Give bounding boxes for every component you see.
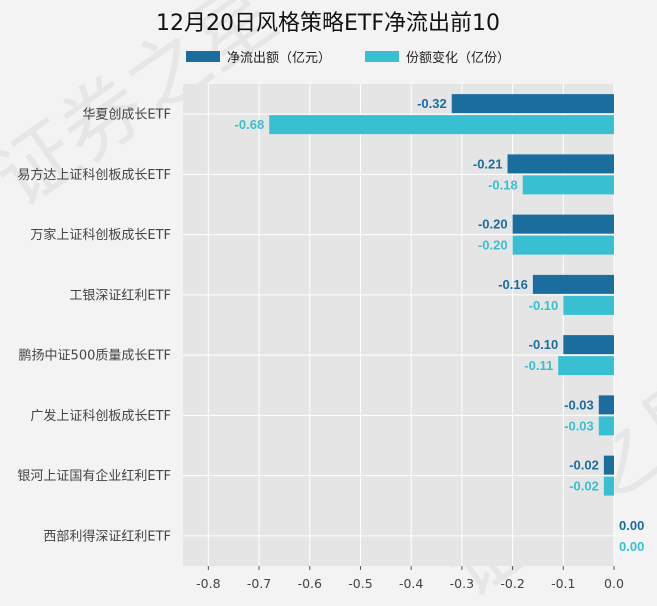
data-label-share-change: -0.20 xyxy=(478,238,508,253)
category-label: 华夏创成长ETF xyxy=(82,108,171,123)
data-label-share-change: -0.02 xyxy=(569,479,599,494)
data-label-share-change: 0.00 xyxy=(619,539,644,554)
category-labels-layer: 华夏创成长ETF 易方达上证科创板成长ETF 万家上证科创板成长ETF 工银深证红利E… xyxy=(17,108,171,545)
data-label-net-outflow: -0.16 xyxy=(498,277,528,292)
legend-label-series1: 净流出额（亿元） xyxy=(227,51,331,66)
legend-swatch-series2 xyxy=(365,51,399,62)
grid-lines xyxy=(183,84,615,566)
bar-net-outflow xyxy=(563,335,614,355)
data-label-net-outflow: -0.10 xyxy=(529,337,559,352)
bars-layer xyxy=(269,94,614,496)
bar-net-outflow xyxy=(451,94,614,114)
data-label-share-change: -0.10 xyxy=(529,298,559,313)
data-label-net-outflow: -0.21 xyxy=(473,156,503,171)
category-label: 广发上证科创板成长ETF xyxy=(30,408,171,424)
data-label-share-change: -0.68 xyxy=(235,117,265,132)
bar-share-change xyxy=(603,476,614,496)
category-label: 银河上证国有企业红利ETF xyxy=(17,468,171,484)
chart-title: 12月20日风格策略ETF净流出前10 xyxy=(156,11,500,36)
bar-share-change xyxy=(269,115,614,135)
x-tick-label: -0.2 xyxy=(500,576,524,591)
data-label-share-change: -0.18 xyxy=(488,177,518,192)
x-tick-label: -0.3 xyxy=(450,576,474,591)
category-label: 鹏扬中证500质量成长ETF xyxy=(19,349,171,364)
legend: 净流出额（亿元） 份额变化（亿份） xyxy=(186,50,510,66)
legend-label-series2: 份额变化（亿份） xyxy=(406,50,510,66)
bar-share-change xyxy=(558,356,614,376)
data-label-net-outflow: -0.03 xyxy=(564,397,594,412)
data-label-net-outflow: -0.02 xyxy=(569,458,599,473)
data-label-share-change: -0.03 xyxy=(564,418,594,433)
data-label-share-change: -0.11 xyxy=(524,358,553,373)
data-label-net-outflow: 0.00 xyxy=(619,518,644,533)
bar-share-change xyxy=(598,416,614,436)
data-label-net-outflow: -0.20 xyxy=(478,217,508,232)
x-tick-label: -0.6 xyxy=(298,576,322,591)
legend-swatch-series1 xyxy=(186,51,220,62)
bar-share-change xyxy=(512,235,614,255)
x-tick-label: -0.5 xyxy=(348,576,372,591)
data-label-net-outflow: -0.32 xyxy=(417,96,447,111)
bar-net-outflow xyxy=(512,214,614,234)
x-tick-label: -0.4 xyxy=(399,576,423,591)
category-label: 工银深证红利ETF xyxy=(69,287,171,303)
bar-net-outflow xyxy=(507,154,614,174)
bar-share-change xyxy=(563,295,614,315)
bar-net-outflow xyxy=(532,274,614,294)
x-axis-ticks: -0.8 -0.7 -0.6 -0.5 -0.4 -0.3 -0.2 -0.1 0.0 xyxy=(196,566,624,591)
category-label: 易方达上证科创板成长ETF xyxy=(17,167,171,183)
category-label: 西部利得深证红利ETF xyxy=(43,528,171,544)
x-tick-label: -0.8 xyxy=(196,576,220,591)
x-tick-label: -0.1 xyxy=(551,576,575,591)
bar-net-outflow xyxy=(598,395,614,415)
bar-share-change xyxy=(522,175,614,195)
x-tick-label: -0.7 xyxy=(247,576,271,591)
x-tick-label: 0.0 xyxy=(604,576,624,591)
category-label: 万家上证科创板成长ETF xyxy=(30,227,171,243)
bar-net-outflow xyxy=(603,455,614,475)
value-labels-layer: -0.32-0.68-0.21-0.18-0.20-0.20-0.16-0.10… xyxy=(235,96,645,554)
